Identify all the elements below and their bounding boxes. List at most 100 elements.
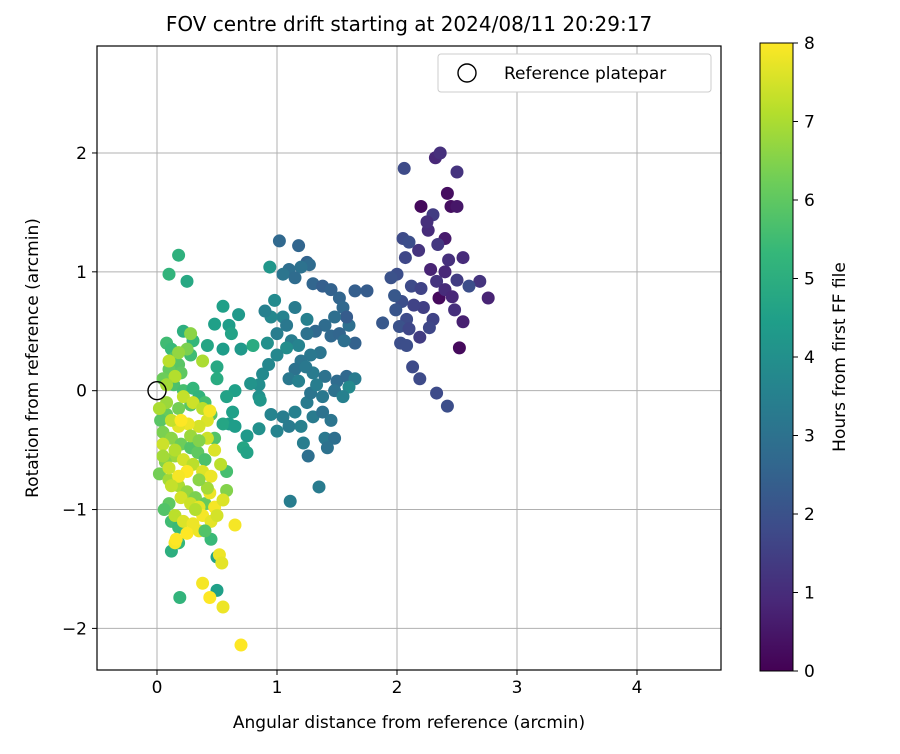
data-point bbox=[272, 234, 286, 248]
colorbar-gradient bbox=[759, 42, 794, 672]
data-point bbox=[268, 293, 282, 307]
y-tick-label: 2 bbox=[76, 144, 87, 164]
data-point bbox=[192, 473, 206, 487]
data-point bbox=[406, 360, 420, 374]
data-point bbox=[214, 457, 228, 471]
data-point bbox=[232, 308, 246, 322]
data-point bbox=[402, 322, 416, 336]
data-point bbox=[234, 638, 248, 652]
data-point bbox=[203, 590, 217, 604]
data-point bbox=[337, 334, 351, 348]
data-point bbox=[169, 532, 183, 546]
data-point bbox=[433, 146, 447, 160]
data-point bbox=[172, 346, 186, 360]
data-point bbox=[260, 336, 274, 350]
data-point bbox=[216, 417, 230, 431]
data-point bbox=[216, 600, 230, 614]
data-point bbox=[420, 215, 434, 229]
data-point bbox=[162, 267, 176, 281]
data-point bbox=[342, 380, 356, 394]
data-point bbox=[384, 271, 398, 285]
data-point bbox=[174, 413, 188, 427]
data-point bbox=[270, 327, 284, 341]
data-point bbox=[198, 453, 212, 467]
colorbar-tick-label: 4 bbox=[804, 348, 815, 368]
data-point bbox=[168, 443, 182, 457]
data-point bbox=[398, 251, 412, 265]
chart-title: FOV centre drift starting at 2024/08/11 … bbox=[166, 12, 652, 36]
data-point bbox=[210, 372, 224, 386]
x-tick-label: 4 bbox=[632, 678, 643, 698]
data-point bbox=[200, 339, 214, 353]
data-point bbox=[156, 449, 170, 463]
data-point bbox=[318, 318, 332, 332]
data-point bbox=[397, 161, 411, 175]
data-point bbox=[304, 348, 318, 362]
data-point bbox=[407, 298, 421, 312]
data-point bbox=[328, 310, 342, 324]
data-point bbox=[301, 449, 315, 463]
data-point bbox=[348, 284, 362, 298]
data-point bbox=[473, 274, 487, 288]
y-tick-label: −2 bbox=[62, 619, 87, 639]
legend: Reference platepar bbox=[437, 53, 712, 93]
data-point bbox=[320, 441, 334, 455]
data-point bbox=[316, 390, 330, 404]
data-point bbox=[442, 253, 456, 267]
data-point bbox=[228, 419, 242, 433]
data-point bbox=[348, 336, 362, 350]
data-point bbox=[360, 284, 374, 298]
data-point bbox=[216, 342, 230, 356]
data-point bbox=[324, 283, 338, 297]
data-point bbox=[324, 413, 338, 427]
data-point bbox=[180, 274, 194, 288]
data-point bbox=[276, 410, 290, 424]
data-point bbox=[413, 330, 427, 344]
data-point bbox=[176, 390, 190, 404]
data-point bbox=[450, 199, 464, 213]
data-point bbox=[270, 424, 284, 438]
data-point bbox=[176, 453, 190, 467]
data-point bbox=[424, 262, 438, 276]
data-points bbox=[152, 146, 495, 652]
data-point bbox=[376, 316, 390, 330]
data-point bbox=[152, 402, 166, 416]
data-point bbox=[162, 461, 176, 475]
data-point bbox=[270, 348, 284, 362]
data-point bbox=[292, 339, 306, 353]
data-point bbox=[258, 304, 272, 318]
x-axis-ticks: 0 1 2 3 4 bbox=[152, 670, 643, 698]
data-point bbox=[226, 405, 240, 419]
data-point bbox=[452, 341, 466, 355]
data-point bbox=[184, 327, 198, 341]
data-point bbox=[440, 399, 454, 413]
colorbar-tick-label: 1 bbox=[804, 584, 815, 604]
data-point bbox=[253, 393, 267, 407]
colorbar-tick-label: 2 bbox=[804, 505, 815, 525]
data-point bbox=[203, 404, 217, 418]
data-point bbox=[220, 390, 234, 404]
data-point bbox=[162, 354, 176, 368]
data-point bbox=[440, 186, 454, 200]
data-point bbox=[402, 235, 416, 249]
data-point bbox=[192, 419, 206, 433]
y-tick-label: −1 bbox=[62, 501, 87, 521]
data-point bbox=[481, 291, 495, 305]
data-point bbox=[389, 303, 403, 317]
data-point bbox=[280, 318, 294, 332]
data-point bbox=[244, 377, 258, 391]
data-point bbox=[300, 312, 314, 326]
colorbar-tick-label: 6 bbox=[804, 191, 815, 211]
x-tick-label: 0 bbox=[152, 678, 163, 698]
data-point bbox=[252, 422, 266, 436]
x-axis-label: Angular distance from reference (arcmin) bbox=[233, 713, 585, 733]
data-point bbox=[456, 251, 470, 265]
data-point bbox=[328, 431, 342, 445]
data-point bbox=[413, 372, 427, 386]
data-point bbox=[312, 480, 326, 494]
colorbar-tick-label: 5 bbox=[804, 270, 815, 290]
data-point bbox=[180, 526, 194, 540]
data-point bbox=[216, 493, 230, 507]
data-point bbox=[310, 378, 324, 392]
